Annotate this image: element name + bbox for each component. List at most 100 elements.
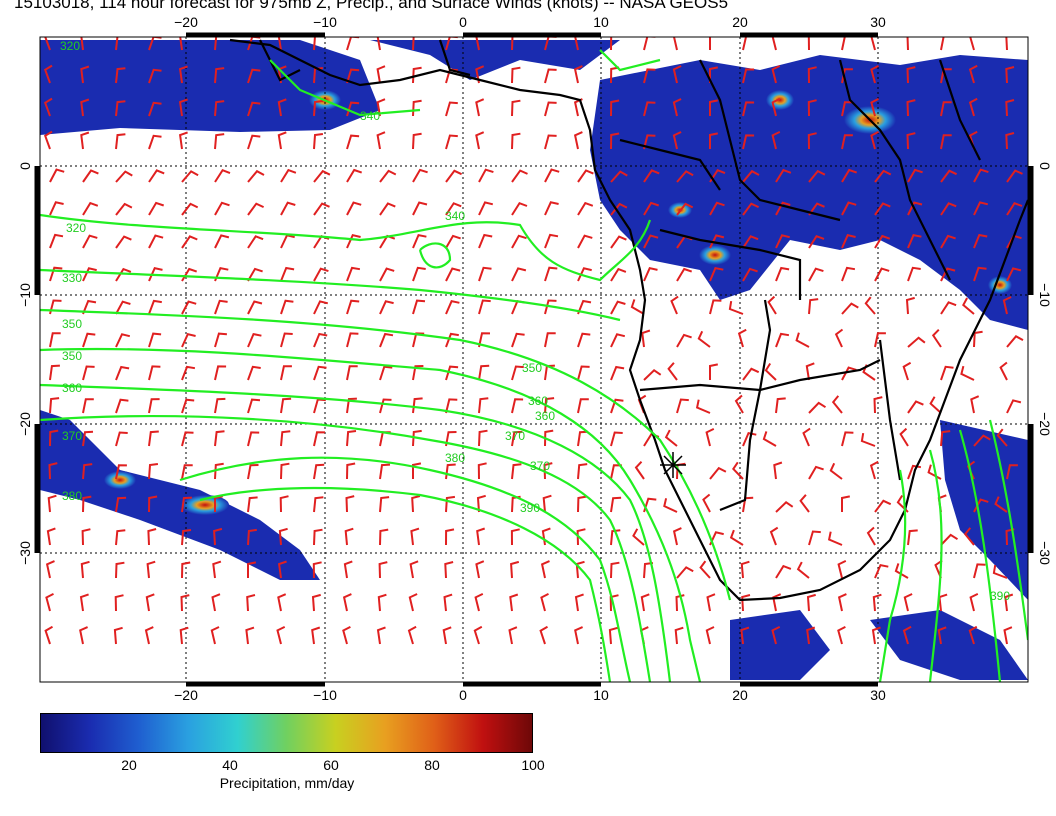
wind-barb [709,37,711,50]
wind-barb [1002,296,1012,315]
wind-barb [511,365,524,381]
wind-barb [412,365,424,381]
svg-text:−10: −10 [313,14,337,30]
wind-barb [148,463,159,480]
wind-barb [181,496,192,513]
wind-barb [445,37,458,51]
wind-barb [115,464,127,480]
wind-barb [410,527,420,546]
wind-barb [610,529,621,546]
wind-barb [379,496,390,513]
wind-barb [313,332,328,348]
wind-barb [313,267,329,282]
wind-barb [214,100,225,117]
wind-barb [82,201,99,216]
wind-barb [346,332,359,348]
svg-text:−20: −20 [174,14,198,30]
coastlines [229,38,1028,602]
wind-barb [544,101,557,117]
wind-barb [346,101,360,117]
wind-barb [49,233,64,249]
wind-barb [247,68,261,84]
wind-barb [938,593,948,612]
wind-barb [771,65,781,84]
wind-barb [247,300,263,315]
wind-barb [544,299,557,315]
wind-barb [445,365,459,381]
wind-barb [963,527,975,546]
wind-barb [115,37,119,51]
wind-barb [148,201,165,216]
wind-barb [1005,132,1015,150]
wind-barb [82,463,93,480]
wind-barb [115,561,125,579]
wind-barb [808,202,825,216]
wind-barb [313,365,327,381]
wind-barb [805,362,815,381]
wind-barb [478,429,488,447]
wind-barb [1006,169,1023,183]
wind-barb [280,234,295,249]
wind-barb [445,169,463,183]
wind-barb [672,527,682,546]
wind-barb [379,398,392,414]
wind-barb [1005,66,1015,84]
wind-barb [907,266,921,282]
wind-barb [869,460,879,480]
wind-barb [511,463,522,480]
wind-barb [247,496,258,513]
wind-barb [676,170,694,183]
wind-barb [412,299,426,315]
svg-text:−10: −10 [17,283,33,307]
wind-barb [871,626,881,645]
wind-barb [906,66,916,84]
wind-barb [841,168,858,183]
wind-barb [643,169,660,183]
wind-barb [742,101,755,117]
wind-barb [544,429,554,447]
wind-barb [634,461,645,480]
wind-barb [544,233,559,249]
wind-barb [181,333,196,348]
wind-barb [412,37,415,51]
wind-barb [181,431,194,447]
svg-text:20: 20 [732,14,748,30]
wind-barb [115,365,130,381]
wind-barb [346,68,360,84]
wind-barb [831,395,843,414]
wind-barb [899,427,909,447]
wind-barb [445,398,458,414]
wind-barb [1003,626,1013,645]
wind-barb [643,37,656,51]
wind-barb [973,330,983,348]
colorbar-tick: 100 [521,757,545,773]
wind-barb [742,202,760,216]
wind-barb [412,201,428,216]
wind-barb [539,625,549,645]
wind-barb [346,37,360,51]
svg-text:360: 360 [62,381,82,395]
wind-barb [775,564,792,579]
wind-barb [705,626,715,645]
wind-barb [345,495,355,513]
wind-barb [874,202,891,216]
wind-barb [729,529,744,546]
wind-barb [874,267,890,282]
wind-barb [214,299,228,315]
wind-barb [934,559,943,579]
wind-barb [214,133,225,150]
wind-barb [907,233,922,249]
wind-barb [577,169,594,183]
wind-barb [79,593,89,612]
wind-barb [737,328,747,348]
wind-barb [643,134,656,150]
wind-barb [767,295,777,315]
wind-barb [346,365,358,381]
wind-barb [902,361,912,381]
wind-barb [1006,201,1023,216]
wind-barb [643,369,662,381]
wind-barb [874,169,892,183]
svg-text:380: 380 [62,489,82,503]
wind-barb [115,170,133,183]
wind-barb [280,365,292,381]
